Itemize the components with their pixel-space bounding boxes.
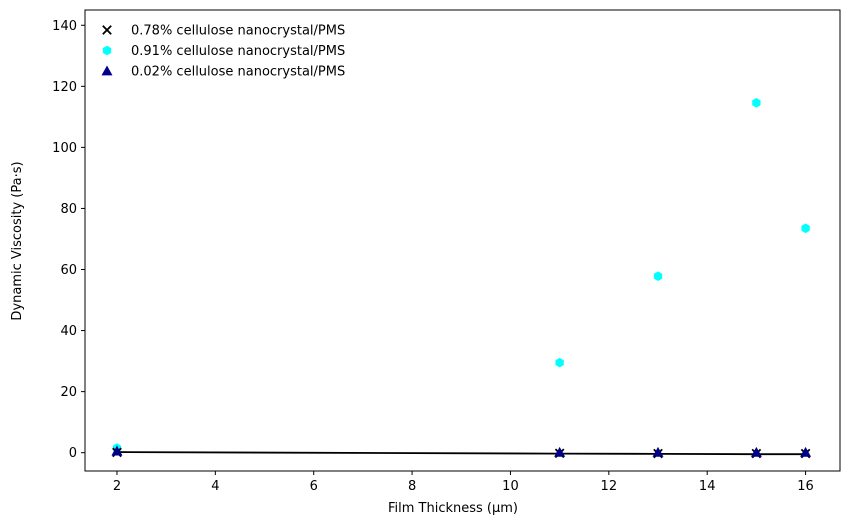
data-point <box>800 446 812 457</box>
axes: 2 4 6 8 10 12 14 16 0 20 40 60 80 100 120 140 <box>52 9 841 494</box>
data-point <box>752 98 761 108</box>
x-axis-label: Film Thickness (µm) <box>388 501 518 516</box>
plot-frame <box>84 9 841 472</box>
y-axis-label: Dynamic Viscosity (Pa·s) <box>10 161 25 320</box>
series-2 <box>112 98 810 453</box>
y-tick-label: 140 <box>52 19 77 34</box>
y-tick-label: 100 <box>52 141 77 156</box>
x-tick-label: 14 <box>699 479 716 494</box>
y-tick-label: 0 <box>69 446 77 461</box>
data-point <box>652 446 664 457</box>
fit-line <box>116 451 806 456</box>
data-point <box>111 445 123 456</box>
data-point <box>750 446 762 457</box>
data-point <box>554 446 566 457</box>
legend-label: 0.02% cellulose nanocrystal/PMS <box>131 65 345 80</box>
x-tick-label: 12 <box>601 479 618 494</box>
y-tick-label: 40 <box>60 324 77 339</box>
x-tick-label: 4 <box>211 479 219 494</box>
y-tick-label: 60 <box>60 263 77 278</box>
legend-label: 0.91% cellulose nanocrystal/PMS <box>131 44 345 59</box>
legend: 0.78% cellulose nanocrystal/PMS 0.91% cel… <box>101 24 345 80</box>
data-point <box>653 271 663 282</box>
x-tick-label: 8 <box>408 479 416 494</box>
x-tick-label: 6 <box>310 479 318 494</box>
x-tick-label: 10 <box>502 479 519 494</box>
legend-marker <box>101 65 113 76</box>
legend-marker <box>102 25 112 35</box>
legend-marker <box>102 45 112 56</box>
x-tick-label: 2 <box>113 479 121 494</box>
data-point <box>555 357 564 368</box>
y-tick-label: 80 <box>60 202 77 217</box>
y-tick-label: 120 <box>52 80 77 95</box>
x-tick-label: 16 <box>797 479 814 494</box>
data-point <box>801 223 810 234</box>
legend-label: 0.78% cellulose nanocrystal/PMS <box>131 24 345 39</box>
plot-area <box>111 98 812 459</box>
y-tick-label: 20 <box>60 385 77 400</box>
series-3 <box>111 445 812 457</box>
